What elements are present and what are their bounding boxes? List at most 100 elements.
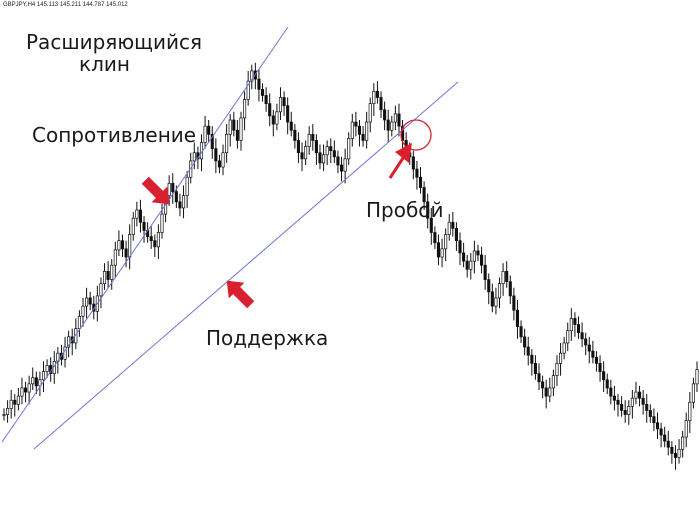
- candle-body: [88, 297, 92, 305]
- candle-body: [544, 387, 548, 397]
- candle-body: [160, 213, 164, 233]
- candle-body: [411, 156, 415, 170]
- candle-body: [591, 350, 595, 358]
- candle-body: [41, 371, 46, 381]
- candle-body: [142, 221, 146, 231]
- candle-body: [149, 236, 153, 242]
- candle-body: [214, 148, 218, 162]
- candle-body: [390, 121, 394, 131]
- candle-body: [634, 391, 638, 399]
- candle-body: [641, 397, 645, 405]
- candle-body: [645, 403, 649, 411]
- candle-body: [343, 158, 347, 172]
- candle-body: [670, 446, 674, 454]
- candle-body: [2, 414, 6, 416]
- candle-body: [630, 397, 634, 407]
- candle-body: [677, 448, 681, 458]
- candle-body: [440, 248, 444, 258]
- candle-body: [666, 440, 670, 448]
- candle-body: [357, 125, 362, 135]
- candle-body: [490, 291, 494, 307]
- candle-body: [354, 121, 358, 127]
- candle-body: [31, 377, 35, 385]
- candle-body: [501, 271, 505, 284]
- candle-body: [648, 410, 652, 417]
- candle-body: [681, 436, 685, 450]
- candle-body: [576, 324, 581, 334]
- candle-body: [555, 363, 559, 377]
- candle-body: [436, 242, 441, 258]
- candle-body: [375, 91, 379, 98]
- candle-body: [20, 387, 24, 397]
- candle-body: [99, 283, 103, 297]
- candle-body: [207, 125, 211, 135]
- candle-body: [562, 342, 566, 354]
- candle-body: [551, 375, 555, 389]
- candle-body: [505, 271, 509, 282]
- candle-body: [217, 160, 221, 168]
- candle-body: [627, 406, 631, 415]
- candle-body: [569, 318, 573, 332]
- candle-body: [605, 379, 609, 389]
- candle-body: [102, 271, 107, 284]
- candle-body: [167, 183, 171, 197]
- candle-body: [526, 346, 530, 356]
- candle-body: [257, 78, 261, 90]
- candle-body: [9, 399, 13, 409]
- candle-body: [347, 138, 351, 160]
- candle-body: [454, 228, 458, 242]
- candle-body: [296, 140, 300, 154]
- candle-body: [476, 250, 480, 256]
- candle-body: [38, 379, 42, 387]
- candle-body: [235, 129, 239, 141]
- candle-body: [480, 254, 484, 266]
- ticker-header: GBPJPY,H4 145.113 145.211 144.787 145.01…: [3, 2, 128, 8]
- candle-body: [271, 115, 275, 125]
- candle-body: [128, 234, 132, 258]
- candle-body: [566, 330, 570, 344]
- candle-body: [117, 240, 121, 251]
- candle-body: [462, 252, 466, 262]
- candle-body: [260, 88, 265, 96]
- candle-body: [106, 271, 110, 280]
- candle-body: [192, 152, 196, 162]
- candle-body: [508, 281, 512, 297]
- candle-body: [433, 232, 437, 244]
- candle-body: [67, 336, 71, 348]
- candle-body: [541, 381, 545, 389]
- candle-body: [422, 187, 426, 203]
- candle-body: [156, 232, 160, 248]
- candle-body: [13, 399, 17, 405]
- candle-body: [458, 240, 462, 254]
- candle-body: [418, 176, 423, 188]
- candle-body: [289, 121, 293, 131]
- candle-body: [153, 240, 157, 248]
- candle-body: [483, 264, 487, 280]
- candle-body: [131, 217, 135, 235]
- candle-body: [286, 105, 290, 123]
- candle-body: [584, 338, 588, 346]
- candles-layer: [2, 62, 699, 470]
- candle-body: [232, 119, 236, 131]
- candle-body: [225, 133, 229, 154]
- candle-body: [533, 363, 537, 374]
- candle-body: [325, 146, 329, 156]
- candle-body: [573, 318, 577, 325]
- resistance-trendline: [1, 26, 289, 443]
- candle-body: [174, 191, 178, 203]
- candle-body: [243, 99, 247, 119]
- candle-body: [282, 97, 286, 107]
- candle-body: [429, 217, 433, 233]
- candle-body: [23, 387, 28, 393]
- candle-body: [426, 201, 430, 219]
- pattern-title-line1: Расширяющийся: [26, 30, 203, 54]
- candle-body: [386, 119, 390, 131]
- support-arrow: [226, 280, 255, 309]
- candle-body: [16, 395, 20, 405]
- candle-body: [393, 113, 397, 123]
- candle-body: [497, 283, 502, 299]
- candle-body: [85, 297, 89, 307]
- candle-body: [383, 109, 387, 121]
